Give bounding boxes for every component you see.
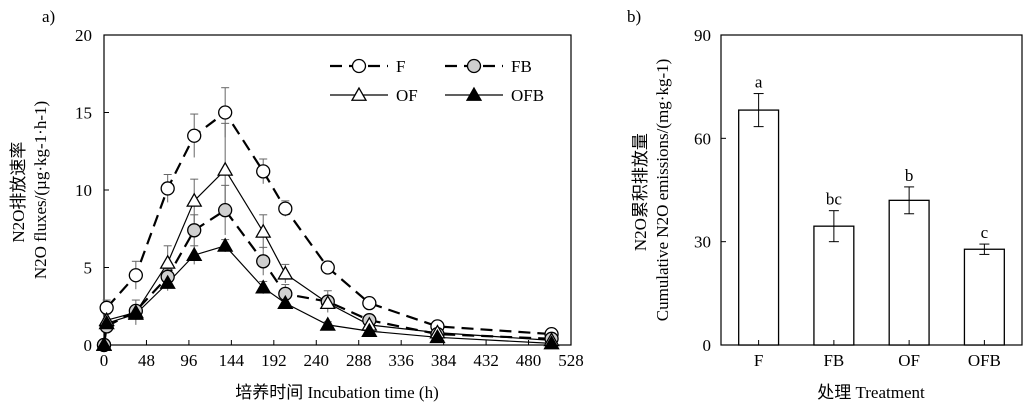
legend-marker-f	[351, 58, 367, 74]
data-point-ofb	[429, 328, 446, 344]
data-point-ofb	[255, 279, 272, 294]
panel-a-x-tick-label: 480	[516, 351, 542, 370]
bar-ofb	[963, 248, 1005, 346]
series-line-f	[104, 110, 552, 345]
panel-a-markers	[95, 105, 560, 353]
panel-a-y-tick-label: 0	[84, 336, 93, 355]
data-point-f	[256, 164, 271, 179]
data-point-ofb	[217, 237, 234, 252]
panel-b-y-ticks: 0 30 60 90	[694, 26, 726, 355]
data-point-ofb	[95, 336, 113, 351]
panel-b-y-tick-label: 90	[694, 26, 711, 45]
panel-a-y-tick-label: 5	[84, 259, 93, 278]
significance-letter-of: b	[905, 166, 914, 185]
data-point-f	[128, 268, 143, 283]
data-point-of	[186, 192, 203, 207]
data-point-fb	[256, 254, 271, 269]
legend-label-f: F	[396, 57, 405, 76]
significance-letter-ofb: c	[981, 223, 989, 242]
panel-a-x-tick-label: 192	[261, 351, 287, 370]
data-point-ofb	[186, 246, 203, 262]
panel-a-y-tick-label: 10	[75, 181, 92, 200]
data-point-f	[218, 105, 233, 120]
data-point-f	[362, 295, 377, 311]
data-point-ofb	[98, 314, 115, 330]
panel-b-y-axis-title: N2O累积排放量 Cumulative N2O emissions/(mg·kg…	[631, 59, 672, 322]
data-point-ofb	[159, 274, 176, 289]
bar-fb	[813, 225, 855, 346]
panel-a-y-axis-title: N2O排放速率 N2O fluxes/(µg·kg-1·h-1)	[9, 101, 50, 279]
category-label-ofb: OFB	[968, 351, 1001, 370]
data-point-f	[160, 181, 175, 196]
panel-b-y-axis-title-line2: Cumulative N2O emissions/(mg·kg-1)	[653, 59, 672, 322]
panel-a-y-ticks: 0 5 10 15 20	[75, 26, 109, 355]
panel-a-x-tick-label: 432	[473, 351, 499, 370]
data-point-ofb	[543, 335, 560, 350]
data-point-of	[159, 254, 176, 269]
panel-a-y-axis-title-line1: N2O排放速率	[9, 142, 28, 243]
panel-a-x-tick-label: 384	[431, 351, 457, 370]
legend-label-fb: FB	[511, 57, 532, 76]
panel-a-label: a)	[42, 7, 55, 26]
data-point-f	[187, 128, 202, 143]
data-point-ofb	[319, 316, 336, 331]
panel-b-y-axis-title-line1: N2O累积排放量	[631, 133, 650, 251]
legend-label-of: OF	[396, 86, 418, 105]
bar-f	[738, 109, 780, 346]
category-label-f: F	[754, 351, 763, 370]
panel-a-x-tick-label: 288	[346, 351, 372, 370]
data-point-of	[277, 265, 294, 280]
panel-b-x-axis-title: 处理 Treatment	[817, 383, 925, 402]
panel-b-label: b)	[627, 7, 641, 26]
data-point-fb	[187, 223, 202, 238]
legend-marker-of	[350, 86, 368, 101]
panel-a-x-tick-label: 0	[100, 351, 109, 370]
panel-a-legend: F FB OF OFB	[330, 57, 544, 105]
data-point-of	[217, 161, 234, 176]
panel-a-y-axis-title-line2: N2O fluxes/(µg·kg-1·h-1)	[31, 101, 50, 279]
data-point-ofb	[361, 322, 378, 337]
panel-a-y-tick-label: 15	[75, 104, 92, 123]
panel-a-y-tick-label: 20	[75, 26, 92, 45]
legend-label-ofb: OFB	[511, 86, 544, 105]
significance-letter-fb: bc	[826, 190, 843, 209]
panel-b-bars: a Fbc FB b OF c OFB	[738, 73, 1005, 370]
panel-a-x-axis-title: 培养时间 Incubation time (h)	[235, 383, 439, 402]
category-label-fb: FB	[823, 351, 844, 370]
legend-marker-fb	[466, 58, 482, 74]
data-point-ofb	[127, 305, 144, 320]
data-point-fb	[218, 202, 233, 218]
panel-a-x-tick-label: 528	[558, 351, 584, 370]
data-point-of	[255, 223, 272, 238]
panel-b-y-tick-label: 60	[694, 129, 711, 148]
panel-b-plot-frame	[720, 34, 1023, 346]
panel-a-x-tick-label: 144	[219, 351, 245, 370]
data-point-f	[278, 201, 293, 216]
panel-a-x-tick-label: 336	[388, 351, 414, 370]
panel-a-x-tick-label: 240	[304, 351, 330, 370]
panel-b-y-tick-label: 30	[694, 233, 711, 252]
bar-of	[888, 199, 930, 346]
legend-marker-ofb	[465, 86, 483, 101]
data-point-ofb	[277, 294, 294, 310]
panel-b-y-tick-label: 0	[703, 336, 712, 355]
panel-a-x-tick-label: 96	[180, 351, 197, 370]
category-label-of: OF	[898, 351, 920, 370]
panel-a-line-chart: a) N2O排放速率 N2O fluxes/(µg·kg-1·h-1) 0 48 9…	[9, 7, 584, 402]
panel-a-x-ticks: 0 48 96 144 192 240 288 336 384 432 480 528	[100, 340, 584, 370]
significance-letter-f: a	[755, 73, 763, 92]
panel-b-bar-chart: b) N2O累积排放量 Cumulative N2O emissions/(mg…	[627, 7, 1023, 402]
data-point-of	[319, 294, 336, 310]
panel-a-x-tick-label: 48	[138, 351, 155, 370]
data-point-f	[320, 260, 335, 275]
